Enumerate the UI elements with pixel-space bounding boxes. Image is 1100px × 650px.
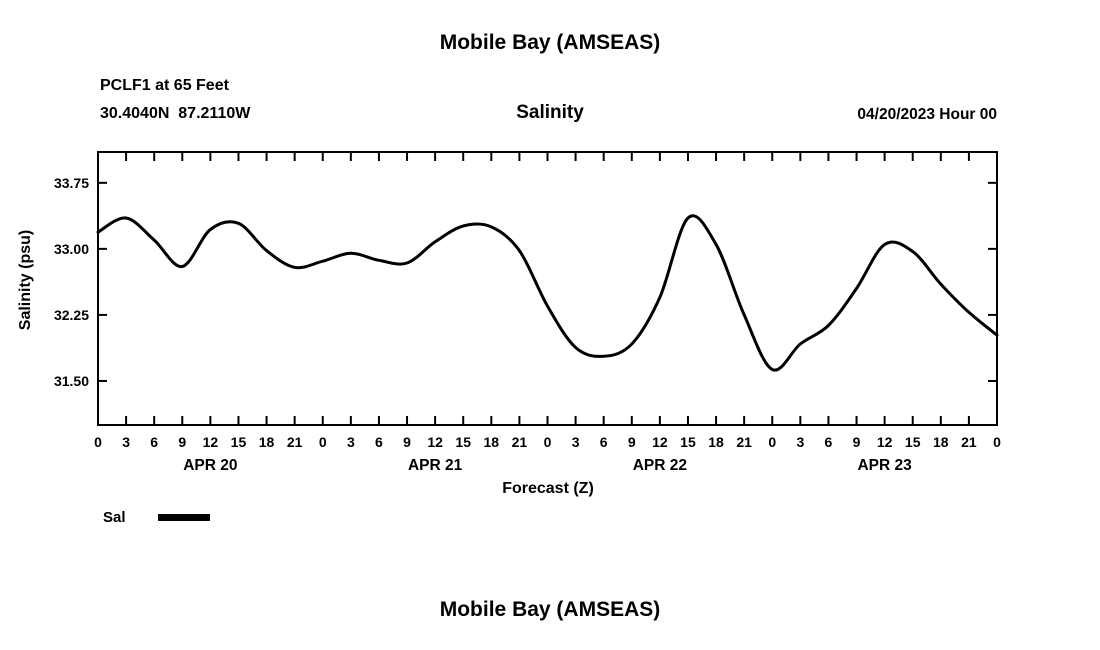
y-tick-label: 31.50: [54, 373, 89, 389]
legend-label-sal: Sal: [103, 508, 126, 526]
x-tick-label: 15: [231, 434, 247, 450]
legend-line-swatch: [157, 513, 210, 521]
salinity-curve: [96, 214, 999, 372]
x-tick-label: 9: [628, 434, 636, 450]
x-tick-label: 6: [825, 434, 833, 450]
x-tick-label: 3: [796, 434, 804, 450]
station-label: PCLF1 at 65 Feet: [100, 77, 229, 94]
y-tick-label: 33.00: [54, 241, 89, 257]
day-label: APR 21: [408, 457, 463, 474]
forecast-datetime-label: 04/20/2023 Hour 00: [857, 106, 997, 123]
x-tick-label: 21: [287, 434, 303, 450]
legend: Sal: [103, 508, 210, 526]
day-label: APR 22: [633, 457, 687, 474]
x-tick-label: 9: [853, 434, 861, 450]
x-tick-label: 15: [905, 434, 921, 450]
x-tick-label: 9: [178, 434, 186, 450]
page-title: Mobile Bay (AMSEAS): [439, 31, 661, 54]
x-tick-label: 18: [933, 434, 949, 450]
day-label: APR 20: [183, 457, 237, 474]
x-tick-label: 6: [375, 434, 383, 450]
x-tick-label: 15: [455, 434, 471, 450]
x-tick-label: 18: [708, 434, 724, 450]
x-tick-label: 12: [427, 434, 443, 450]
day-label: APR 23: [857, 457, 912, 474]
x-tick-label: 0: [319, 434, 327, 450]
plot-border: [97, 151, 998, 426]
x-tick-label: 3: [347, 434, 355, 450]
x-tick-label: 12: [203, 434, 219, 450]
x-tick-label: 3: [122, 434, 130, 450]
y-tick-label: 32.25: [54, 307, 89, 323]
x-tick-label: 21: [961, 434, 977, 450]
x-tick-label: 12: [652, 434, 668, 450]
x-tick-label: 0: [768, 434, 776, 450]
x-tick-label: 6: [600, 434, 608, 450]
x-axis-label: Forecast (Z): [502, 480, 594, 497]
x-tick-label: 18: [259, 434, 275, 450]
coordinates-label: 30.4040N 87.2110W: [100, 105, 251, 122]
x-tick-label: 0: [94, 434, 102, 450]
x-tick-label: 21: [736, 434, 752, 450]
plot-title: Salinity: [516, 102, 584, 123]
x-tick-label: 12: [877, 434, 893, 450]
x-tick-label: 3: [572, 434, 580, 450]
x-tick-label: 0: [544, 434, 552, 450]
y-tick-label: 33.75: [54, 175, 89, 191]
x-tick-label: 6: [150, 434, 158, 450]
bottom-page-title: Mobile Bay (AMSEAS): [439, 598, 661, 621]
x-tick-label: 21: [512, 434, 528, 450]
x-tick-label: 0: [993, 434, 1001, 450]
x-tick-label: 15: [680, 434, 696, 450]
x-tick-label: 18: [484, 434, 500, 450]
x-tick-label: 9: [403, 434, 411, 450]
